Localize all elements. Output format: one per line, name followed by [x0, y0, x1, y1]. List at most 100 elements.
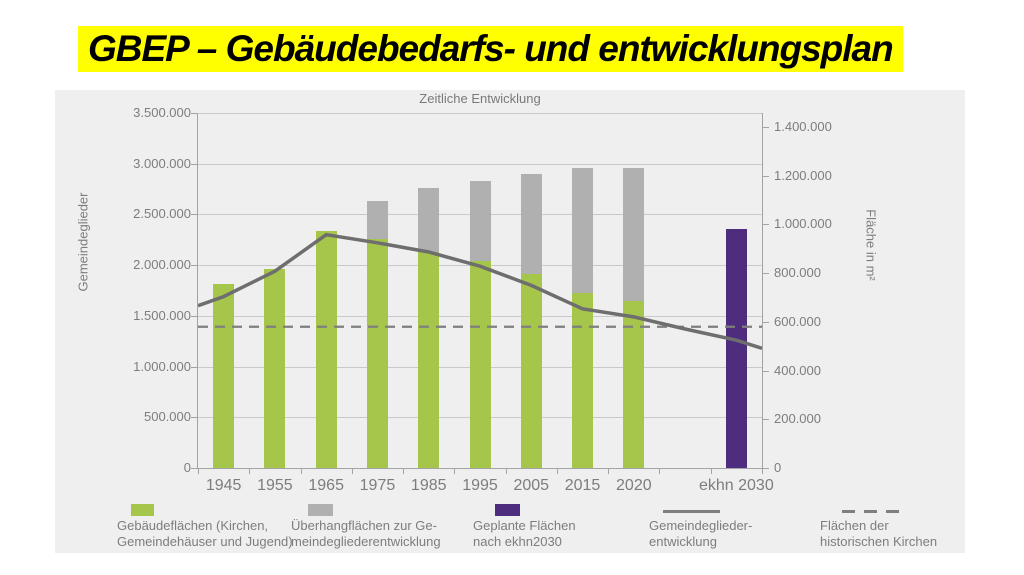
- bar-1995-green: [469, 260, 491, 468]
- x-axis-tick: [659, 468, 661, 474]
- x-axis-label: 1945: [205, 477, 242, 494]
- plot-area: [197, 113, 763, 468]
- left-axis-tick: [191, 163, 197, 165]
- legend-label-line: meindegliederentwicklung: [291, 534, 441, 549]
- left-axis-title: Gemeindeglieder: [75, 192, 91, 292]
- membership-line: [197, 232, 763, 350]
- left-axis-tick: [191, 113, 197, 114]
- left-axis-tick: [191, 417, 197, 419]
- left-axis-tick: [191, 468, 197, 469]
- x-axis-tick: [762, 468, 763, 474]
- bar-2005-green: [520, 274, 542, 468]
- gridline: [198, 163, 762, 165]
- chart-title: Zeitliche Entwicklung: [419, 91, 541, 106]
- left-axis-label: 1.000.000: [133, 358, 191, 374]
- legend-label-line: Überhangflächen zur Ge-: [291, 518, 437, 533]
- x-axis-tick: [351, 468, 353, 474]
- right-axis-tick: [763, 321, 769, 323]
- bar-1975-gray: [366, 201, 388, 240]
- left-axis-tick: [191, 366, 197, 368]
- legend-swatch-dashed-line-icon: [842, 510, 899, 513]
- bar-1965-green: [315, 230, 337, 468]
- x-axis-label: 2020: [616, 477, 652, 494]
- legend-label-line: Gebäudeflächen (Kirchen,: [117, 518, 269, 533]
- x-axis-label: 1955: [257, 477, 293, 494]
- left-axis-line: [197, 113, 198, 469]
- x-axis-tick: [454, 468, 456, 474]
- right-axis-tick: [763, 370, 769, 372]
- legend-item-historische-kirchen: Flächen der historischen Kirchen: [820, 503, 937, 549]
- x-axis-line: [197, 468, 763, 469]
- right-axis-label: 0: [774, 460, 782, 475]
- x-axis-tick: [249, 468, 251, 474]
- left-axis-label: 2.000.000: [133, 257, 191, 273]
- bar-1945-green: [213, 284, 235, 468]
- x-axis-tick: [198, 468, 199, 474]
- left-axis-label: 3.500.000: [133, 105, 191, 120]
- legend-label-line: nach ekhn2030: [473, 534, 562, 549]
- bar-1975-green: [366, 239, 388, 468]
- right-axis-tick: [763, 127, 769, 128]
- right-axis-tick: [763, 468, 769, 469]
- legend-label-line: Geplante Flächen: [473, 518, 576, 533]
- legend-label: Überhangflächen zur Ge- meindegliederent…: [291, 518, 441, 550]
- slide-title: GBEP – Gebäudebedarfs- und entwicklungsp…: [78, 26, 903, 72]
- right-axis-tick: [763, 224, 769, 226]
- left-axis-label: 2.500.000: [133, 206, 191, 222]
- legend-label-line: Gemeindehäuser und Jugend): [117, 534, 293, 549]
- x-axis-label: 2005: [513, 477, 550, 494]
- right-axis-line: [762, 113, 763, 469]
- right-axis-label: 1.400.000: [774, 119, 832, 134]
- bar-1985-green: [418, 252, 440, 468]
- x-axis-label: 1975: [359, 477, 396, 494]
- left-axis-label: 3.000.000: [133, 155, 191, 171]
- bar-2015-gray: [572, 168, 594, 293]
- left-axis-tick: [191, 214, 197, 216]
- x-axis-label: 1995: [462, 477, 498, 494]
- right-axis-tick: [763, 419, 769, 421]
- legend-label-line: Gemeindeglieder-: [649, 518, 753, 533]
- left-axis-tick: [191, 265, 197, 267]
- gridline: [198, 113, 762, 114]
- chart-lines-svg: [197, 232, 763, 350]
- right-axis-tick: [763, 175, 769, 177]
- legend-label: Flächen der historischen Kirchen: [820, 518, 937, 550]
- bar-2015-green: [572, 292, 594, 468]
- x-axis-tick: [300, 468, 302, 474]
- x-axis-label: 1965: [308, 477, 344, 494]
- x-axis-tick: [710, 468, 712, 474]
- bar-1995-gray: [469, 180, 491, 261]
- legend-item-geplante-flaechen: Geplante Flächen nach ekhn2030: [473, 503, 576, 549]
- legend-swatch-gray-icon: [308, 504, 333, 516]
- legend-item-ueberhangflaechen: Überhangflächen zur Ge- meindegliederent…: [291, 503, 441, 549]
- right-axis-label: 1.200.000: [774, 167, 832, 183]
- chart-panel: [55, 90, 965, 553]
- x-axis-tick: [403, 468, 405, 474]
- legend-label: Gemeindeglieder- entwicklung: [649, 518, 752, 550]
- x-axis-label: ekhn 2030: [698, 477, 774, 494]
- legend-label: Gebäudeflächen (Kirchen, Gemeindehäuser …: [117, 518, 293, 550]
- right-axis-label: 200.000: [774, 411, 821, 427]
- legend-swatch-green-icon: [131, 504, 154, 516]
- bar-1955-green: [264, 269, 286, 468]
- legend-swatch-purple-icon: [495, 504, 520, 516]
- left-axis-label: 500.000: [144, 409, 191, 425]
- x-axis-tick: [505, 468, 507, 474]
- x-axis-tick: [608, 468, 610, 474]
- left-axis-tick: [191, 315, 197, 317]
- legend-label-line: historischen Kirchen: [820, 534, 938, 549]
- right-axis-label: 800.000: [774, 265, 821, 281]
- right-axis-label: 600.000: [774, 313, 821, 329]
- bar-1985-gray: [418, 187, 440, 253]
- x-axis-tick: [556, 468, 558, 474]
- right-axis-label: 400.000: [774, 362, 821, 378]
- legend-label-line: entwicklung: [649, 534, 717, 549]
- right-axis-label: 1.000.000: [774, 216, 832, 232]
- bar-ekhn 2030-purple: [725, 229, 747, 468]
- left-axis-label: 0: [183, 460, 191, 475]
- bar-2020-green: [623, 301, 645, 468]
- bar-2020-gray: [623, 168, 645, 302]
- legend-label: Geplante Flächen nach ekhn2030: [473, 518, 576, 550]
- bar-2005-gray: [520, 174, 542, 275]
- right-axis-tick: [763, 273, 769, 275]
